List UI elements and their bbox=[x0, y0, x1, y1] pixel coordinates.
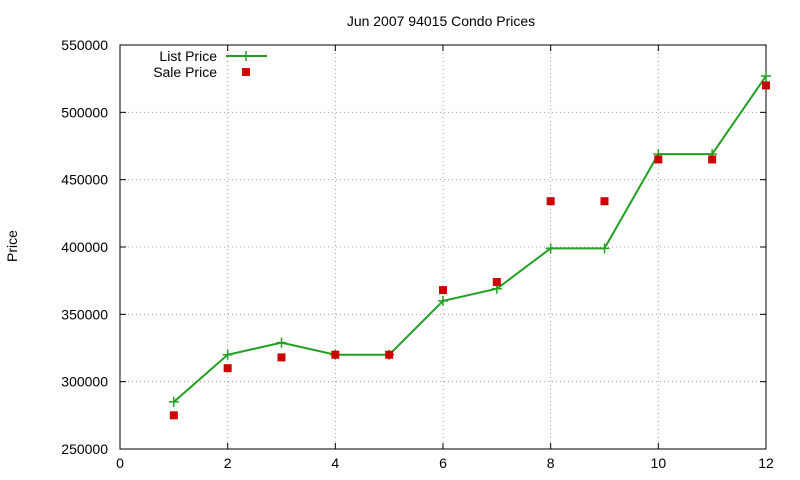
y-tick-label: 350000 bbox=[61, 306, 108, 322]
x-tick-label: 2 bbox=[224, 455, 232, 471]
legend-marker-list-price bbox=[241, 51, 251, 61]
chart-title: Jun 2007 94015 Condo Prices bbox=[347, 13, 535, 29]
sale-price-point bbox=[331, 350, 340, 359]
y-axis-label: Price bbox=[4, 230, 20, 262]
list-price-point bbox=[222, 349, 233, 360]
list-price-point bbox=[761, 70, 771, 81]
sale-price-point bbox=[654, 155, 663, 164]
sale-price-point bbox=[169, 411, 178, 420]
sale-price-point bbox=[492, 278, 501, 287]
y-tick-label: 300000 bbox=[61, 374, 108, 390]
y-tick-label: 250000 bbox=[61, 441, 108, 457]
list-price-point bbox=[168, 396, 179, 407]
sale-price-point bbox=[708, 155, 717, 164]
axis-ticks: 0 2 4 6 8 10 12 250000 300000 350000 400000 450000 5… bbox=[61, 37, 774, 471]
list-price-point bbox=[276, 337, 287, 348]
legend-swatch-sale-price bbox=[242, 68, 250, 76]
x-tick-label: 12 bbox=[758, 455, 774, 471]
data-series bbox=[168, 70, 771, 420]
sale-price-point bbox=[277, 353, 286, 362]
legend-label-list-price: List Price bbox=[159, 48, 217, 64]
x-tick-label: 10 bbox=[651, 455, 667, 471]
plot-frame bbox=[119, 44, 767, 450]
sale-price-point bbox=[546, 197, 555, 206]
y-tick-label: 500000 bbox=[61, 104, 108, 120]
x-tick-label: 8 bbox=[547, 455, 555, 471]
sale-price-point bbox=[439, 286, 447, 295]
list-price-point bbox=[545, 243, 556, 254]
x-tick-label: 4 bbox=[331, 455, 339, 471]
y-tick-label: 450000 bbox=[61, 172, 108, 188]
sale-price-point bbox=[762, 81, 770, 90]
grid-lines bbox=[120, 45, 766, 449]
sale-price-point bbox=[385, 350, 394, 359]
x-tick-label: 6 bbox=[439, 455, 447, 471]
y-tick-label: 400000 bbox=[61, 239, 108, 255]
list-price-point bbox=[599, 243, 610, 254]
list-price-series bbox=[168, 70, 771, 407]
list-price-line bbox=[173, 75, 767, 403]
list-price-point bbox=[438, 295, 448, 306]
legend-label-sale-price: Sale Price bbox=[153, 64, 217, 80]
sale-price-point bbox=[223, 364, 232, 373]
sale-price-point bbox=[600, 197, 609, 206]
sale-price-series bbox=[169, 81, 770, 420]
y-tick-label: 550000 bbox=[61, 37, 108, 53]
x-tick-label: 0 bbox=[116, 455, 124, 471]
